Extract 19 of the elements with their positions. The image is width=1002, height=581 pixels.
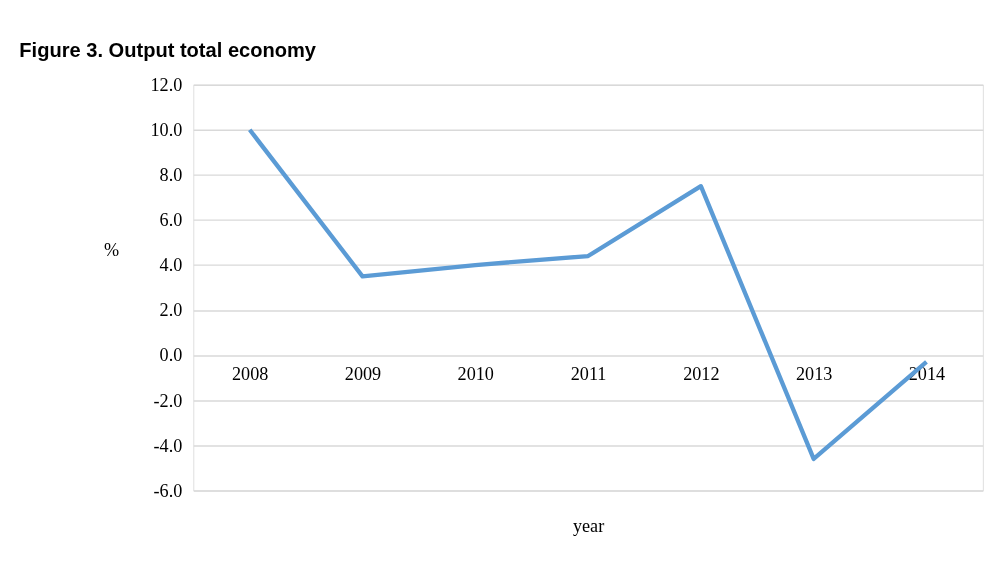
y-tick-label: 8.0 (159, 165, 183, 186)
y-tick-label: 0.0 (159, 345, 183, 366)
y-tick-label: 12.0 (150, 74, 183, 95)
y-tick-label: -4.0 (153, 435, 183, 456)
x-tick-label: 2012 (683, 363, 720, 384)
y-tick-label: 4.0 (159, 255, 183, 276)
y-axis-title: % (104, 239, 120, 260)
chart-title: Figure 3. Output total economy (19, 38, 317, 61)
y-tick-label: 10.0 (150, 120, 183, 141)
x-tick-label: 2009 (344, 363, 382, 384)
x-tick-label: 2013 (795, 363, 833, 384)
y-tick-label: -2.0 (153, 390, 183, 411)
y-tick-label: 6.0 (159, 210, 183, 231)
y-tick-label: 2.0 (159, 300, 183, 321)
x-tick-label: 2008 (232, 363, 269, 384)
x-tick-label: 2011 (570, 363, 607, 384)
y-tick-label: -6.0 (153, 480, 183, 501)
x-tick-label: 2010 (457, 363, 494, 384)
x-axis-title: year (572, 516, 605, 537)
